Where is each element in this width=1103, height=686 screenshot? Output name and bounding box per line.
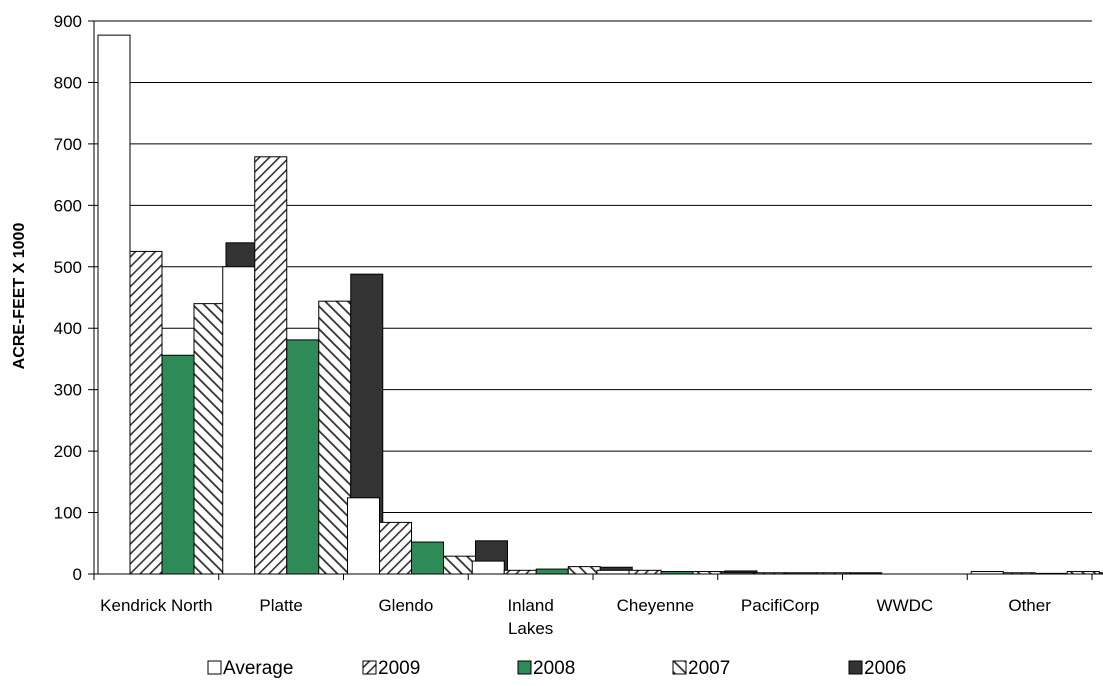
bar-2009-1 xyxy=(254,156,288,575)
bar-2008-2 xyxy=(411,541,444,575)
x-category-label: Cheyenne xyxy=(617,596,695,615)
legend-swatch-average xyxy=(207,660,222,675)
legend: Average 2009 2008 2007 2006 xyxy=(207,658,906,679)
bar-2008-0 xyxy=(161,354,195,575)
legend-label-2008: 2008 xyxy=(533,658,575,679)
y-tick-label: 300 xyxy=(54,381,82,400)
y-tick-label: 400 xyxy=(54,319,82,338)
bar-average-1 xyxy=(222,266,256,575)
x-category-label: Kendrick North xyxy=(100,596,212,615)
y-tick-label: 700 xyxy=(54,135,82,154)
y-tick-label: 500 xyxy=(54,258,82,277)
bar-2008-1 xyxy=(286,339,320,575)
bar-2007-0 xyxy=(193,303,227,575)
legend-swatch-2008 xyxy=(517,660,532,675)
y-tick-label: 200 xyxy=(54,442,82,461)
legend-label-2007: 2007 xyxy=(688,658,730,679)
bar-2009-2 xyxy=(379,521,412,575)
bars xyxy=(97,34,1103,575)
bar-2006-7 xyxy=(1098,572,1103,575)
y-tick-label: 0 xyxy=(73,565,82,584)
bar-2008-3 xyxy=(535,568,569,575)
legend-swatch-2009 xyxy=(362,660,377,675)
x-category-label: Inland xyxy=(507,596,553,615)
bar-2009-4 xyxy=(628,569,662,575)
x-category-label: PacifiCorp xyxy=(741,596,819,615)
bar-2007-2 xyxy=(443,555,476,575)
x-axis-labels: Kendrick North Platte Glendo Inland Lakes Che… xyxy=(100,596,1051,638)
bar-average-4 xyxy=(596,569,630,575)
legend-label-2009: 2009 xyxy=(378,658,420,679)
axes xyxy=(93,21,1093,580)
y-tick-label: 900 xyxy=(54,12,82,31)
y-tick-label: 800 xyxy=(54,73,82,92)
bar-average-0 xyxy=(97,34,131,575)
y-axis-ticks: 0 100 200 300 400 500 600 700 800 900 xyxy=(54,12,94,584)
bar-2007-3 xyxy=(567,566,601,575)
x-category-label: WWDC xyxy=(877,596,934,615)
legend-swatch-2006 xyxy=(848,660,863,675)
y-axis-label: ACRE-FEET X 1000 xyxy=(11,223,28,370)
y-tick-label: 600 xyxy=(54,196,82,215)
legend-swatch-2007 xyxy=(672,660,687,675)
bar-average-2 xyxy=(347,497,380,575)
x-category-label: Glendo xyxy=(378,596,433,615)
legend-label-2006: 2006 xyxy=(864,658,906,679)
y-tick-label: 100 xyxy=(54,504,82,523)
bar-2007-1 xyxy=(318,300,352,575)
legend-label-average: Average xyxy=(223,658,293,679)
bar-average-3 xyxy=(471,560,505,575)
bar-2009-0 xyxy=(129,250,163,575)
x-category-label: Platte xyxy=(259,596,302,615)
bar-2009-3 xyxy=(503,569,537,575)
x-category-label: Lakes xyxy=(508,619,553,638)
x-category-label: Other xyxy=(1008,596,1051,615)
